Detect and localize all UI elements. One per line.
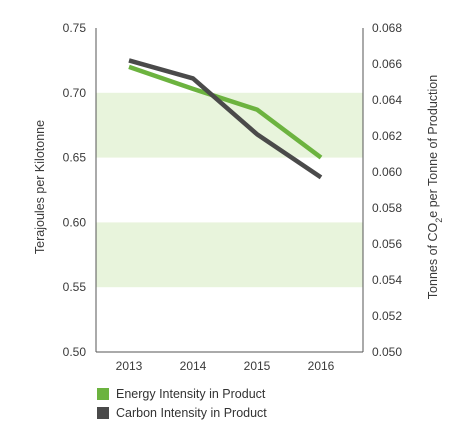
y-tick-label: 0.65 xyxy=(63,151,87,165)
series-line-carbon xyxy=(128,58,323,180)
y-tick-label: 0.70 xyxy=(63,86,87,100)
y2-tick-label: 0.060 xyxy=(372,165,402,179)
background-bands xyxy=(96,92,363,288)
legend-label-energy: Energy Intensity in Product xyxy=(116,386,266,401)
x-tick-label: 2016 xyxy=(308,359,335,373)
y2-tick-label: 0.052 xyxy=(372,309,402,323)
axes xyxy=(95,28,364,353)
legend-label-carbon: Carbon Intensity in Product xyxy=(116,405,267,420)
y2-axis-title-subscript: 2 xyxy=(434,218,444,223)
y-tick-label: 0.55 xyxy=(63,280,87,294)
y2-axis-title-part2: e per Tonne of Production xyxy=(426,75,440,218)
y2-axis-title: Tonnes of CO2e per Tonne of Production xyxy=(426,75,444,299)
y2-axis-title-part1: Tonnes of CO xyxy=(426,222,440,299)
band xyxy=(96,222,363,288)
legend-swatch-carbon xyxy=(97,406,109,419)
y2-tick-label: 0.058 xyxy=(372,201,402,215)
y-tick-label: 0.50 xyxy=(63,345,87,359)
y-axis-title: Terajoules per Kilotonne xyxy=(33,120,47,254)
y2-tick-label: 0.056 xyxy=(372,237,402,251)
y2-tick-label: 0.054 xyxy=(372,273,402,287)
y2-tick-label: 0.062 xyxy=(372,129,402,143)
y2-tick-label: 0.064 xyxy=(372,93,402,107)
y2-tick-labels: 0.050 0.052 0.054 0.056 0.058 0.060 0.062 0.064… xyxy=(372,21,402,359)
y2-tick-label: 0.068 xyxy=(372,21,402,35)
series-lines xyxy=(128,58,323,180)
y-tick-labels: 0.50 0.55 0.60 0.65 0.70 0.75 xyxy=(63,21,87,359)
legend: Energy Intensity in Product Carbon Inten… xyxy=(97,384,267,422)
legend-swatch-energy xyxy=(97,387,109,400)
y2-tick-label: 0.050 xyxy=(372,345,402,359)
series-line-energy xyxy=(128,64,323,160)
x-tick-label: 2015 xyxy=(244,359,271,373)
y2-tick-label: 0.066 xyxy=(372,57,402,71)
x-tick-labels: 2013 2014 2015 2016 xyxy=(116,359,335,373)
x-tick-label: 2013 xyxy=(116,359,143,373)
legend-item-carbon: Carbon Intensity in Product xyxy=(97,403,267,422)
band xyxy=(96,92,363,158)
y-tick-label: 0.75 xyxy=(63,21,87,35)
y-tick-label: 0.60 xyxy=(63,215,87,229)
x-tick-label: 2014 xyxy=(180,359,207,373)
legend-item-energy: Energy Intensity in Product xyxy=(97,384,267,403)
